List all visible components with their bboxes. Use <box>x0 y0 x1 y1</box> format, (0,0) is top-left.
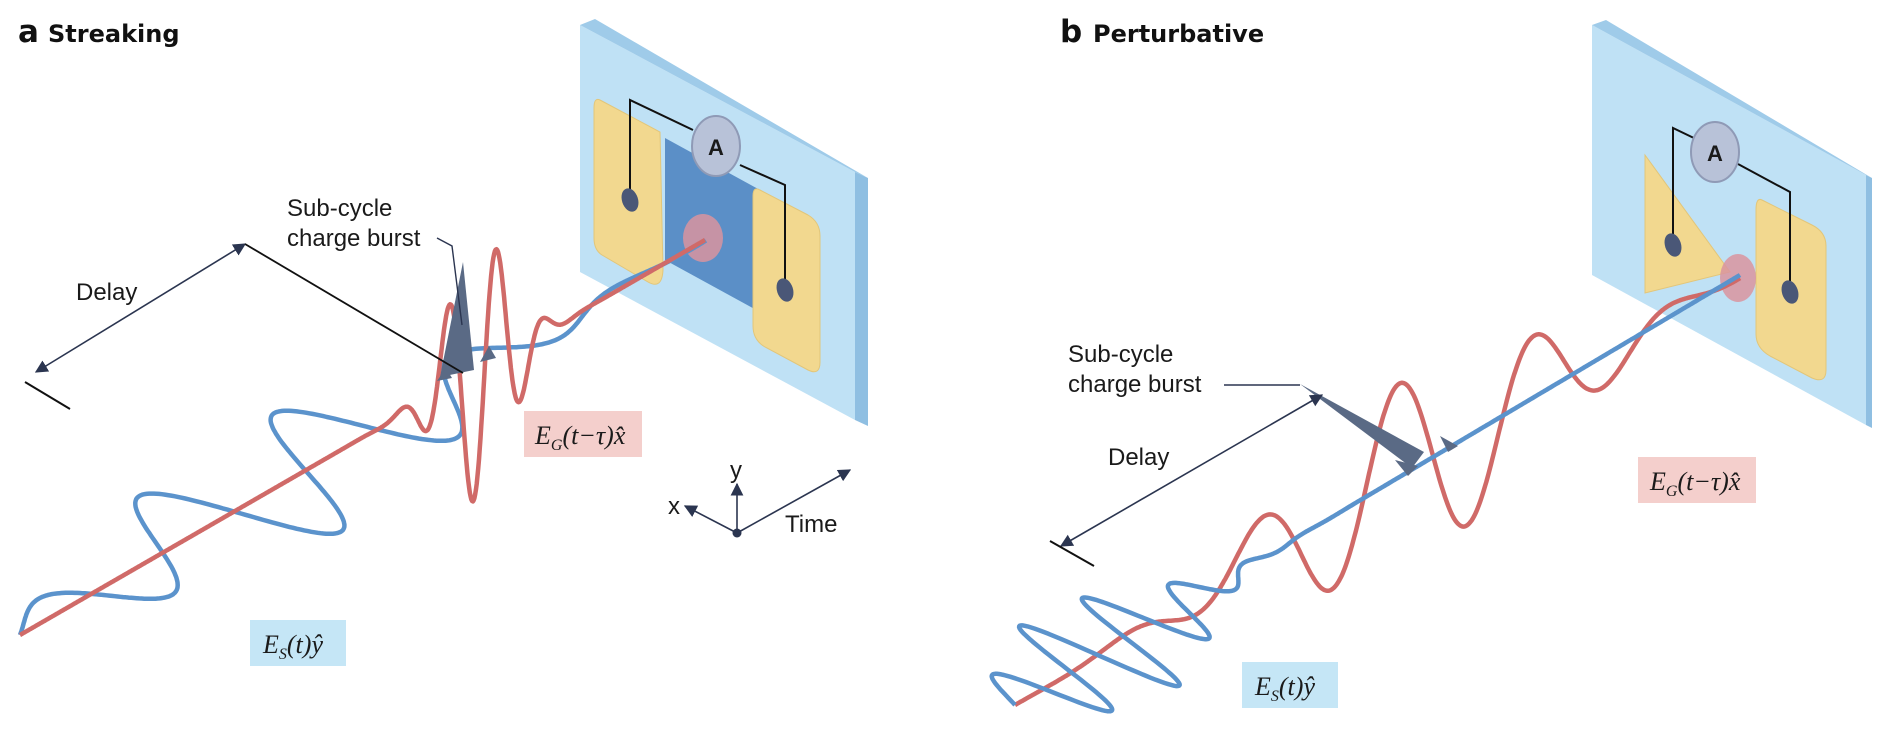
panel-b-electrode-left <box>1644 153 1731 294</box>
panel-a-burst-label-2: charge burst <box>287 225 421 252</box>
panel-a-burst-side-left <box>437 368 452 381</box>
panel-b-wire-right <box>1737 163 1791 292</box>
panel-a-signal-label-box <box>250 620 346 666</box>
panel-b-signal-symbol: E <box>1254 672 1271 701</box>
panel-a-axis-x <box>683 505 738 534</box>
panel-b-signal-wave <box>989 273 1742 714</box>
panel-b-delay-arrow <box>1059 394 1324 547</box>
panel-b-letter: b <box>1060 14 1082 50</box>
panel-a-gate-wave <box>18 237 707 638</box>
panel-a-ammeter-label: A <box>708 135 724 160</box>
panel-a-axes: y x Time <box>668 457 852 538</box>
panel-a-wire-right <box>739 164 786 290</box>
panel-b-signal-label: ES(t)ŷ <box>1254 672 1315 705</box>
panel-a-gate-symbol: E <box>534 421 551 450</box>
panel-a-delay-guide <box>244 243 464 374</box>
panel-a-signal-argument: (t) <box>287 630 312 659</box>
panel-a-burst-label-1: Sub-cycle <box>287 195 392 222</box>
panel-a-axis-time-label: Time <box>785 511 837 538</box>
panel-b-ammeter-label: A <box>1707 141 1723 166</box>
panel-a: a Streaking A Delay Sub-cycle charge bur… <box>17 14 868 666</box>
panel-a-burst-pointer <box>436 237 463 326</box>
panel-a-signal-label: ES(t)ŷ <box>262 630 323 663</box>
panel-a-axis-time <box>736 469 852 534</box>
panel-b-device: A <box>1592 20 1872 428</box>
panel-a-burst-side-right <box>480 346 496 362</box>
panel-a-delay-label: Delay <box>76 279 137 306</box>
panel-a-focus-spot <box>683 214 723 262</box>
panel-b-contact-left <box>1664 233 1682 257</box>
panel-b-gate-subscript: G <box>1666 483 1678 500</box>
panel-b-ammeter <box>1690 121 1740 183</box>
panel-b-signal-unit: ŷ <box>1300 672 1315 701</box>
panel-a-gate-argument: (t−τ) <box>562 421 613 450</box>
panel-b-device-side <box>1866 175 1872 428</box>
panel-a-start-tick <box>24 381 71 410</box>
panel-b-burst-side-left <box>1395 460 1418 476</box>
panel-a-contact-left <box>621 188 639 212</box>
panel-a-device: A <box>580 19 868 426</box>
panel-a-signal-subscript: S <box>279 646 287 663</box>
panel-a-delay-arrow <box>34 243 247 373</box>
panel-a-ammeter <box>691 115 741 177</box>
panel-b: b Perturbative A Delay Sub-cycle charge … <box>989 14 1872 714</box>
panel-a-axis-y-label: y <box>730 457 742 484</box>
panel-a-axis-origin <box>732 528 742 538</box>
panel-b-wire-left <box>1672 126 1699 245</box>
panel-a-burst-peak <box>440 262 474 377</box>
panel-b-burst-label-1: Sub-cycle <box>1068 341 1173 368</box>
panel-b-signal-label-box <box>1242 662 1338 708</box>
panel-b-burst-side-right <box>1440 436 1458 452</box>
panel-b-signal-argument: (t) <box>1279 672 1304 701</box>
panel-b-signal-subscript: S <box>1271 688 1279 705</box>
panel-b-burst-label-2: charge burst <box>1068 371 1202 398</box>
panel-a-gate-label-box <box>524 411 642 457</box>
panel-b-gate-unit: x̂ <box>1728 467 1741 496</box>
panel-a-signal-symbol: E <box>262 630 279 659</box>
panel-a-contact-right <box>776 278 794 302</box>
panel-b-title: Perturbative <box>1093 20 1264 48</box>
panel-a-signal-unit: ŷ <box>308 630 323 659</box>
panel-b-gate-symbol: E <box>1649 467 1666 496</box>
panel-a-device-top <box>580 19 868 178</box>
panel-b-burst-peak <box>1300 384 1424 468</box>
panel-b-delay-label: Delay <box>1108 444 1169 471</box>
panel-b-gate-argument: (t−τ) <box>1677 467 1728 496</box>
panel-b-gate-label-box <box>1638 457 1756 503</box>
panel-a-gate-label: EG(t−τ)x̂ <box>534 421 626 454</box>
panel-a-letter: a <box>18 14 39 50</box>
panel-a-wire-left <box>629 98 694 200</box>
panel-b-gate-label: EG(t−τ)x̂ <box>1649 467 1741 500</box>
panel-a-gate-unit: x̂ <box>613 421 626 450</box>
panel-a-device-side <box>855 172 868 426</box>
panel-b-device-top <box>1592 20 1872 178</box>
panel-a-gate-subscript: G <box>551 437 563 454</box>
panel-b-start-tick <box>1049 540 1095 567</box>
panel-a-title: Streaking <box>48 20 180 48</box>
panel-a-waves <box>17 237 708 638</box>
panel-b-contact-right <box>1781 280 1799 304</box>
panel-a-axis-x-label: x <box>668 493 680 520</box>
panel-b-waves <box>989 273 1742 714</box>
